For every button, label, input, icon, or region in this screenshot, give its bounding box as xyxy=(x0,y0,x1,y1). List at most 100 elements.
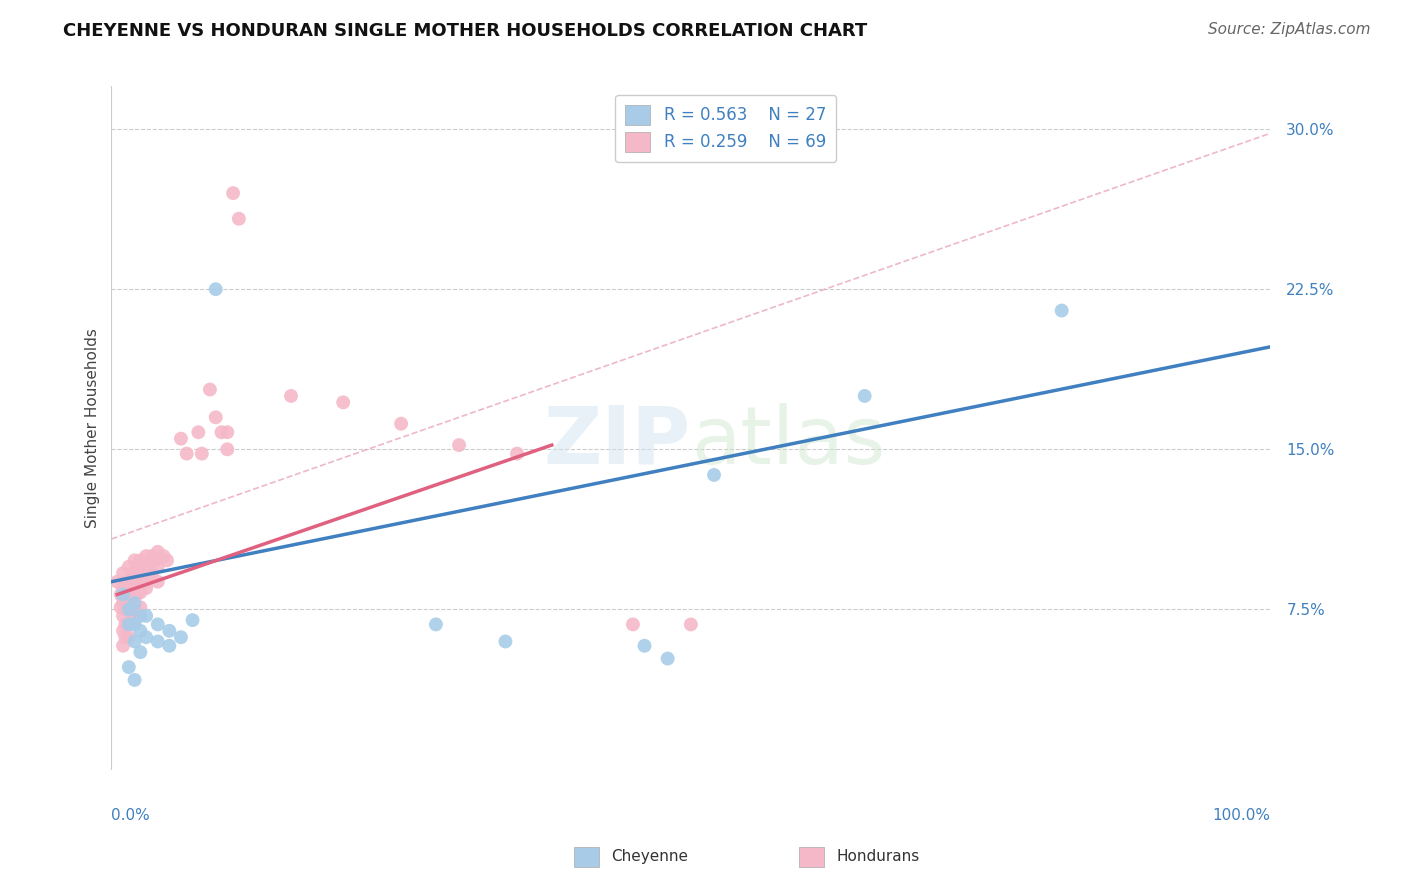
Point xyxy=(111,566,134,581)
Point xyxy=(187,425,209,440)
Point xyxy=(114,587,136,601)
Point xyxy=(129,608,152,623)
Point xyxy=(111,587,134,601)
Point xyxy=(135,549,157,563)
Point xyxy=(204,282,226,296)
Point xyxy=(114,617,136,632)
Point xyxy=(191,447,214,461)
Point xyxy=(633,639,655,653)
Point xyxy=(118,630,141,644)
Point xyxy=(129,570,152,584)
Point xyxy=(124,585,146,599)
Point xyxy=(124,596,146,610)
Point xyxy=(157,624,180,638)
Point xyxy=(198,383,221,397)
Point xyxy=(222,186,245,200)
Text: ZIP: ZIP xyxy=(544,402,690,481)
Point xyxy=(125,574,148,589)
Point xyxy=(114,574,136,589)
Point xyxy=(118,602,141,616)
Point xyxy=(425,617,447,632)
Point xyxy=(204,410,226,425)
Point xyxy=(146,634,169,648)
Point xyxy=(135,566,157,581)
Point xyxy=(170,630,193,644)
Point xyxy=(124,634,146,648)
Point xyxy=(118,617,141,632)
Point xyxy=(332,395,354,409)
Text: 100.0%: 100.0% xyxy=(1212,808,1270,823)
Point xyxy=(146,545,169,559)
Point xyxy=(118,574,141,589)
Point xyxy=(679,617,702,632)
Point xyxy=(853,389,876,403)
Point xyxy=(111,596,134,610)
Point xyxy=(111,624,134,638)
Point xyxy=(506,447,529,461)
Point xyxy=(389,417,412,431)
Point xyxy=(105,574,128,589)
Text: CHEYENNE VS HONDURAN SINGLE MOTHER HOUSEHOLDS CORRELATION CHART: CHEYENNE VS HONDURAN SINGLE MOTHER HOUSE… xyxy=(63,22,868,40)
Text: Hondurans: Hondurans xyxy=(837,849,920,863)
Point xyxy=(157,639,180,653)
Point xyxy=(118,587,141,601)
Point xyxy=(121,596,143,610)
Point xyxy=(118,660,141,674)
Point xyxy=(121,581,143,595)
Point xyxy=(110,587,132,601)
Point xyxy=(146,574,169,589)
Point xyxy=(657,651,679,665)
Point xyxy=(132,559,155,574)
Point xyxy=(211,425,233,440)
Point xyxy=(118,617,141,632)
Point xyxy=(111,608,134,623)
Point xyxy=(114,602,136,616)
Point xyxy=(118,559,141,574)
Point xyxy=(132,574,155,589)
Point xyxy=(1050,303,1073,318)
Point xyxy=(228,211,250,226)
Text: 0.0%: 0.0% xyxy=(111,808,150,823)
Point xyxy=(124,673,146,687)
Point xyxy=(217,425,239,440)
Point xyxy=(114,630,136,644)
Point xyxy=(124,613,146,627)
Point xyxy=(110,600,132,615)
Point xyxy=(135,608,157,623)
Point xyxy=(141,549,163,563)
Point xyxy=(176,447,198,461)
Point xyxy=(217,442,239,457)
Legend: R = 0.563    N = 27, R = 0.259    N = 69: R = 0.563 N = 27, R = 0.259 N = 69 xyxy=(616,95,837,162)
Point xyxy=(129,600,152,615)
Point xyxy=(129,585,152,599)
Point xyxy=(124,617,146,632)
Point xyxy=(121,608,143,623)
Point xyxy=(494,634,516,648)
Point xyxy=(129,645,152,659)
Point xyxy=(156,553,179,567)
Point xyxy=(124,570,146,584)
Point xyxy=(141,566,163,581)
Point xyxy=(145,553,167,567)
Point xyxy=(146,559,169,574)
Text: atlas: atlas xyxy=(690,402,886,481)
Point xyxy=(111,639,134,653)
Point xyxy=(138,570,160,584)
Point xyxy=(703,467,725,482)
Point xyxy=(170,432,193,446)
Point xyxy=(124,553,146,567)
Point xyxy=(280,389,302,403)
Y-axis label: Single Mother Households: Single Mother Households xyxy=(86,328,100,528)
Point xyxy=(181,613,204,627)
Point xyxy=(121,566,143,581)
Point xyxy=(129,553,152,567)
Point xyxy=(125,559,148,574)
Point xyxy=(125,587,148,601)
Point xyxy=(124,600,146,615)
Point xyxy=(135,630,157,644)
Point xyxy=(111,581,134,595)
Point xyxy=(621,617,644,632)
Point xyxy=(135,581,157,595)
Text: Cheyenne: Cheyenne xyxy=(612,849,689,863)
Point xyxy=(152,549,174,563)
